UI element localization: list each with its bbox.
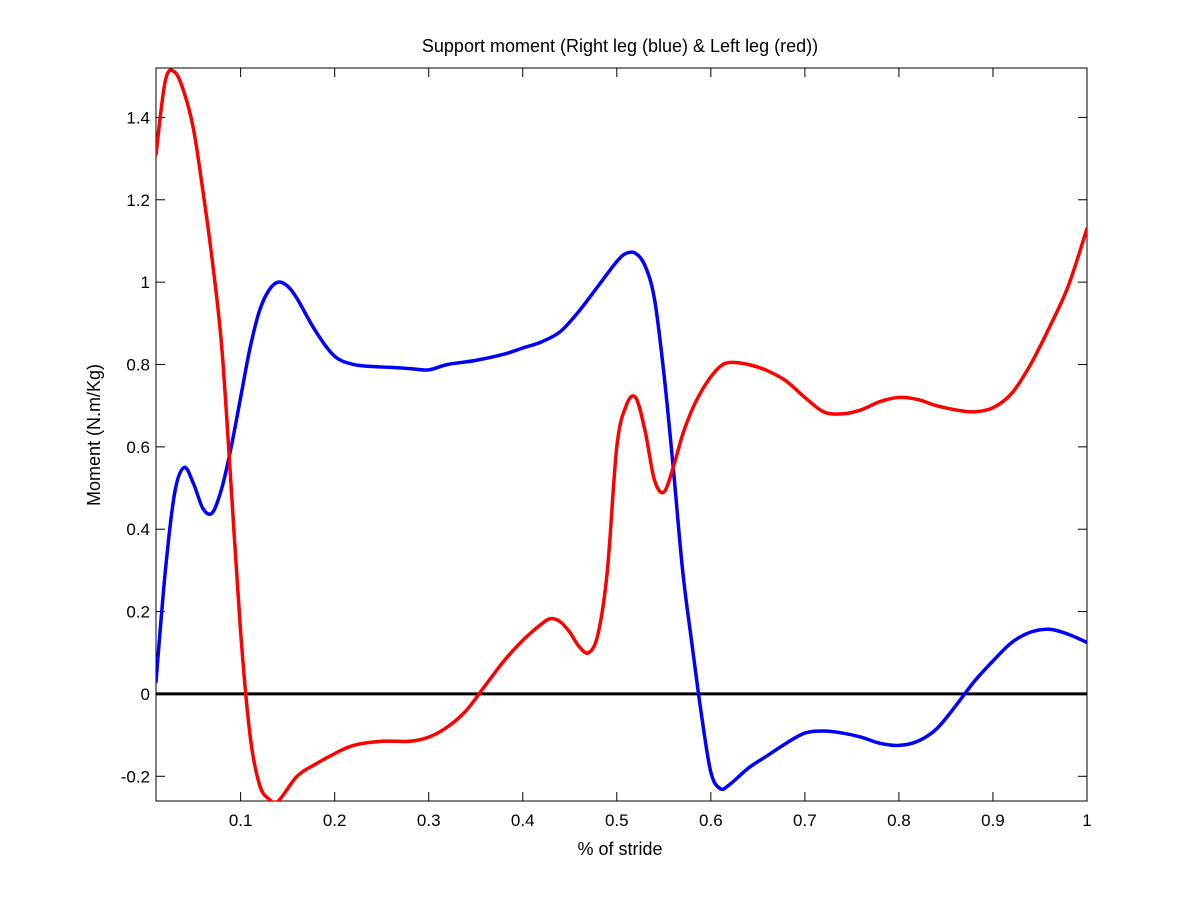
- x-tick-label: 0.6: [699, 811, 723, 830]
- y-tick-label: 0.2: [126, 603, 150, 622]
- x-tick-label: 0.8: [887, 811, 911, 830]
- plot-area: 0.1 0.2 0.3 0.4 0.5 0.6 0.7 0.8 0.9 1 -0.2 0 0.2 0.4 0…: [121, 67, 1092, 830]
- x-tick-label: 0.2: [323, 811, 347, 830]
- y-tick-label: 1.2: [126, 191, 150, 210]
- y-axis-label: Moment (N.m/Kg): [84, 364, 104, 506]
- plot-frame: [155, 67, 1088, 802]
- y-tick-label: 0.4: [126, 520, 150, 539]
- x-tick-label: 1: [1082, 811, 1091, 830]
- x-tick-label: 0.7: [793, 811, 817, 830]
- x-tick-label: 0.5: [605, 811, 629, 830]
- x-tick-label: 0.4: [511, 811, 535, 830]
- y-tick-label: 0: [141, 685, 150, 704]
- y-tick-label: 1: [141, 273, 150, 292]
- x-tick-label: 0.3: [417, 811, 441, 830]
- chart-title: Support moment (Right leg (blue) & Left …: [422, 36, 818, 56]
- y-tick-label: 1.4: [126, 108, 150, 127]
- x-tick-label: 0.9: [981, 811, 1005, 830]
- x-tick-label: 0.1: [229, 811, 253, 830]
- series-line-red: [156, 68, 1087, 801]
- series-line-blue: [156, 250, 1087, 792]
- y-tick-label: 0.6: [126, 438, 150, 457]
- x-axis-label: % of stride: [577, 839, 662, 859]
- y-tick-label: 0.8: [126, 355, 150, 374]
- y-tick-label: -0.2: [121, 767, 150, 786]
